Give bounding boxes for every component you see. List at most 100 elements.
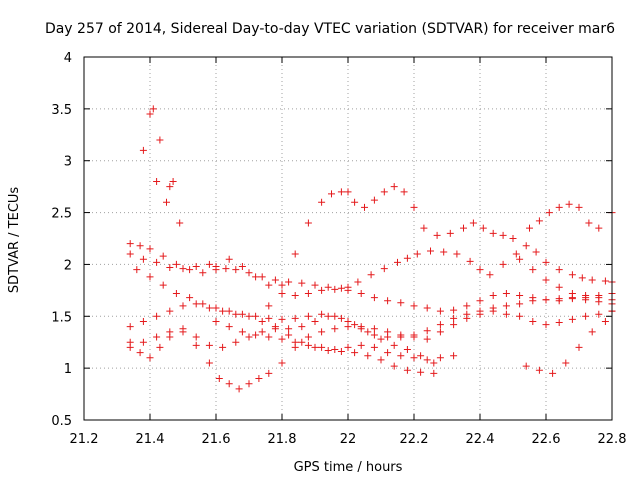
x-tick-label: 21.2 xyxy=(70,432,99,447)
data-point xyxy=(318,198,326,206)
data-point xyxy=(205,304,213,312)
data-point xyxy=(331,312,339,320)
x-tick-label: 22.8 xyxy=(598,432,627,447)
data-point xyxy=(403,254,411,262)
data-point xyxy=(450,306,458,314)
data-point xyxy=(542,258,550,266)
data-point xyxy=(291,250,299,258)
data-point xyxy=(423,304,431,312)
data-point xyxy=(126,323,134,331)
data-point xyxy=(238,310,246,318)
data-point xyxy=(400,188,408,196)
data-point xyxy=(578,274,586,282)
data-point xyxy=(304,341,312,349)
data-point xyxy=(423,335,431,343)
data-point xyxy=(318,310,326,318)
data-point xyxy=(285,278,293,286)
data-point xyxy=(364,352,372,360)
data-point xyxy=(166,307,174,315)
series-I xyxy=(526,200,616,232)
data-point xyxy=(516,312,524,320)
data-point xyxy=(328,190,335,198)
data-point xyxy=(361,203,368,211)
data-point xyxy=(436,307,444,315)
data-point xyxy=(318,286,326,294)
data-point xyxy=(219,307,227,315)
data-point xyxy=(212,317,220,325)
data-point xyxy=(255,375,263,383)
x-tick-label: 22 xyxy=(340,432,357,447)
data-point xyxy=(252,331,260,339)
data-point xyxy=(331,325,339,333)
data-point xyxy=(324,283,332,291)
data-point xyxy=(179,302,187,310)
data-point xyxy=(166,333,174,341)
data-point xyxy=(542,321,550,329)
data-point xyxy=(232,310,240,318)
data-point xyxy=(430,369,438,377)
data-point xyxy=(298,279,306,287)
data-point xyxy=(136,349,144,357)
data-point xyxy=(463,302,471,310)
data-point xyxy=(298,323,306,331)
y-tick-label: 2.5 xyxy=(51,207,72,222)
data-point xyxy=(555,283,563,291)
data-point xyxy=(205,260,213,268)
data-point xyxy=(265,302,273,310)
series-A xyxy=(126,242,616,292)
data-point xyxy=(410,203,418,211)
data-point xyxy=(235,385,243,393)
data-point xyxy=(156,136,164,144)
data-point xyxy=(512,250,520,258)
data-point xyxy=(192,300,200,308)
data-point xyxy=(245,269,253,277)
data-point xyxy=(575,203,583,211)
data-point xyxy=(298,338,306,346)
data-point xyxy=(166,183,174,191)
data-point xyxy=(532,248,540,256)
data-point xyxy=(199,269,207,277)
data-point xyxy=(397,331,405,339)
data-point xyxy=(304,312,312,320)
data-point xyxy=(311,281,319,289)
data-point xyxy=(318,343,326,351)
data-point xyxy=(476,297,484,305)
data-point xyxy=(450,352,458,360)
data-point xyxy=(357,341,365,349)
data-point xyxy=(417,352,425,360)
data-point xyxy=(192,333,200,341)
data-point xyxy=(367,271,375,279)
data-point xyxy=(390,362,398,370)
data-point xyxy=(555,266,563,274)
y-tick-label: 0.5 xyxy=(51,414,72,429)
data-point xyxy=(351,198,359,206)
data-point xyxy=(384,297,392,305)
data-point xyxy=(149,105,157,113)
x-tick-label: 21.4 xyxy=(136,432,165,447)
data-point xyxy=(344,286,352,294)
data-point xyxy=(192,263,200,271)
data-point xyxy=(370,343,378,351)
data-point xyxy=(489,307,497,315)
data-point xyxy=(535,217,543,225)
data-point xyxy=(304,219,312,227)
data-point xyxy=(126,240,134,248)
data-point xyxy=(153,177,161,185)
data-point xyxy=(146,110,154,118)
data-point xyxy=(265,333,273,341)
data-point xyxy=(126,250,134,258)
data-point xyxy=(153,333,161,341)
data-point xyxy=(252,312,260,320)
data-point xyxy=(159,252,167,260)
y-axis-tick-labels: 0.5 1 1.5 2 2.5 3 3.5 4 xyxy=(51,51,72,429)
data-point xyxy=(205,341,213,349)
x-tick-label: 22.6 xyxy=(532,432,561,447)
series-H xyxy=(212,317,458,364)
data-point xyxy=(562,359,570,367)
data-point xyxy=(601,277,609,285)
data-point xyxy=(192,341,200,349)
data-point xyxy=(476,310,484,318)
x-axis-tick-labels: 21.2 21.4 21.6 21.8 22 22.2 22.4 22.6 22.8 xyxy=(70,432,627,447)
series-J xyxy=(522,307,616,377)
data-point xyxy=(479,224,487,232)
